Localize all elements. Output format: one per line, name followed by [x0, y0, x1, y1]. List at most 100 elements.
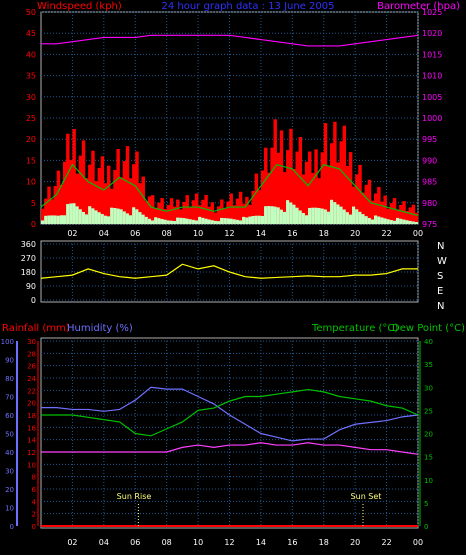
- wind-gust-bar: [62, 161, 67, 224]
- wind-low-bar: [122, 211, 127, 224]
- wind-low-bar: [314, 207, 318, 224]
- wind-gust-bar: [122, 161, 127, 224]
- wind-low-bar: [386, 219, 391, 224]
- dewpoint-line: [41, 442, 419, 455]
- wind-low-bar: [119, 209, 123, 224]
- wind-low-bar: [50, 215, 54, 224]
- wind-low-bar: [59, 215, 64, 224]
- wind-low-bar: [292, 204, 296, 224]
- temperature-tick-label: 40: [424, 338, 433, 346]
- rainfall-tick-label: 30: [27, 338, 36, 346]
- wind-low-bar: [106, 216, 111, 224]
- dewpoint-axis-title: Dew Point (°C): [392, 323, 465, 334]
- windspeed-tick-label: 25: [26, 114, 36, 123]
- wind-low-bar: [380, 217, 384, 224]
- wind-low-bar: [185, 218, 189, 224]
- wind-low-bar: [333, 202, 337, 224]
- wind-x-tick-label: 20: [350, 229, 360, 238]
- wind-x-tick-label: 16: [287, 229, 297, 238]
- wind-gust-bar: [75, 173, 79, 224]
- wind-gust-bar: [188, 207, 193, 224]
- wind-low-bar: [125, 213, 130, 224]
- wind-gust-bar: [147, 196, 152, 224]
- wind-gust-bar: [106, 165, 111, 224]
- wind-gust-bar: [166, 204, 171, 224]
- rainfall-tick-label: 6: [32, 486, 37, 494]
- wind-low-bar: [254, 215, 259, 224]
- wind-low-bar: [41, 220, 45, 224]
- wind-low-bar: [358, 211, 362, 224]
- wind-gust-bar: [326, 165, 331, 224]
- windspeed-tick-label: 50: [26, 8, 36, 17]
- wind-low-bar: [182, 218, 186, 224]
- rainfall-tick-label: 28: [27, 350, 36, 358]
- wind-low-bar: [150, 220, 155, 224]
- wind-gust-bar: [103, 183, 108, 224]
- wind-average-line: [40, 163, 419, 217]
- direction-series: [40, 263, 418, 279]
- wind-gust-bar: [355, 174, 359, 224]
- humidity-tick-label: 50: [5, 431, 14, 439]
- windspeed-tick-label: 30: [26, 93, 36, 102]
- wind-low-bar: [72, 203, 76, 224]
- wind-low-bar: [103, 215, 108, 224]
- wind-gust-bar: [333, 121, 337, 224]
- axis-tick-labels: 02 04 06 08 10 12 14 16 18 20 22 000510152025303540…: [1, 8, 443, 547]
- temp-x-tick-label: 10: [193, 538, 203, 547]
- temp-x-tick-label: 00: [413, 538, 423, 547]
- wind-gust-bar: [154, 207, 158, 224]
- wind-low-bar: [270, 206, 274, 224]
- wind-gust-bar: [50, 199, 54, 224]
- wind-low-bar: [213, 220, 218, 224]
- wind-gust-bar: [273, 119, 277, 224]
- barometer-line: [41, 34, 419, 47]
- wind-gust-bar: [370, 200, 375, 224]
- wind-low-bar: [320, 208, 325, 224]
- wind-x-tick-label: 12: [224, 229, 234, 238]
- rainfall-tick-label: 4: [32, 498, 37, 506]
- temp-x-tick-label: 16: [287, 538, 297, 547]
- rainfall-axis-title: Rainfall (mm): [2, 323, 70, 334]
- wind-low-bar: [191, 219, 196, 224]
- wind-gust-bar: [254, 173, 259, 224]
- wind-gust-bar: [91, 150, 95, 224]
- wind-gust-bar: [113, 169, 117, 224]
- wind-gust-bar: [270, 147, 274, 224]
- direction-label-n-bottom: N: [437, 301, 444, 312]
- wind-gust-bar: [59, 184, 64, 224]
- rainfall-tick-label: 22: [27, 387, 36, 395]
- wind-gust-bar: [320, 152, 325, 224]
- wind-gust-bar: [169, 198, 174, 224]
- wind-low-bar: [311, 207, 315, 224]
- wind-low-bar: [147, 218, 152, 224]
- wind-gust-bar: [157, 202, 161, 224]
- wind-low-bar: [364, 216, 369, 224]
- wind-low-bar: [286, 200, 290, 224]
- wind-low-bar: [226, 218, 230, 224]
- wind-low-bar: [100, 214, 105, 224]
- wind-gust-bar: [88, 164, 92, 224]
- wind-low-bar: [232, 219, 237, 224]
- wind-low-bar: [248, 216, 252, 224]
- wind-low-bar: [405, 220, 409, 224]
- windspeed-tick-label: 20: [26, 135, 36, 144]
- wind-gust-bar: [282, 172, 287, 224]
- windspeed-tick-label: 0: [31, 220, 36, 229]
- wind-low-bar: [414, 222, 419, 224]
- temperature-tick-label: 10: [424, 477, 433, 485]
- wind-low-bar: [245, 217, 249, 224]
- wind-low-bar: [374, 215, 378, 224]
- barometer-tick-label: 995: [422, 135, 437, 144]
- wind-gust-bar: [245, 196, 249, 224]
- wind-gust-bar: [392, 198, 397, 224]
- wind-low-bar: [176, 217, 180, 224]
- wind-x-tick-label: 08: [162, 229, 172, 238]
- wind-gust-bar: [198, 205, 202, 224]
- wind-gust-bar: [201, 199, 205, 224]
- wind-gust-bar: [226, 201, 230, 224]
- wind-low-bar: [235, 219, 240, 224]
- wind-gust-bar: [257, 190, 262, 224]
- wind-low-bar: [201, 217, 205, 224]
- wind-gust-bar: [138, 183, 142, 224]
- wind-x-tick-label: 02: [67, 229, 77, 238]
